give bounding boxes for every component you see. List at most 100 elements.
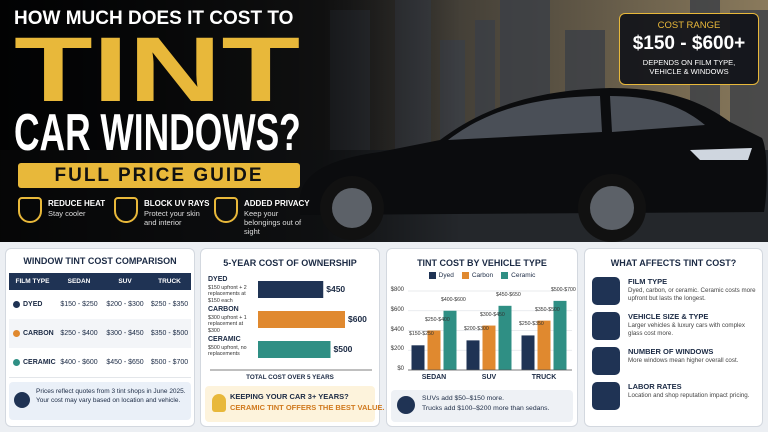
bar	[498, 305, 512, 370]
feature-title: ADDED PRIVACY	[244, 199, 310, 208]
factor-text: More windows mean higher overall cost.	[628, 357, 739, 364]
bar-value-label: $350-$500	[535, 306, 560, 313]
bar	[553, 300, 567, 370]
factor-title: FILM TYPE	[628, 277, 668, 286]
legend: Dyed Carbon Ceramic	[386, 272, 578, 279]
factor-icon	[592, 277, 620, 305]
factor-title: VEHICLE SIZE & TYPE	[628, 312, 709, 321]
bar	[258, 281, 324, 298]
banner: FULL PRICE GUIDE	[18, 163, 300, 188]
bar	[411, 345, 425, 370]
bar	[466, 340, 480, 370]
table-header-bg	[9, 273, 191, 290]
legend-swatch	[428, 272, 436, 279]
callout-line: KEEPING YOUR CAR 3+ YEARS?	[230, 392, 349, 401]
legend-item: Carbon	[461, 272, 494, 279]
factor-text: Dyed, carbon, or ceramic. Ceramic costs …	[628, 287, 756, 302]
row-dot	[13, 330, 20, 337]
feature-title: BLOCK UV RAYS	[144, 199, 210, 208]
table-cell: CERAMIC	[23, 359, 56, 366]
bar	[258, 311, 345, 328]
headline-2: CAR WINDOWS?	[14, 104, 301, 162]
table-note-box	[9, 382, 191, 420]
factor-icon	[592, 382, 620, 410]
table-header: SUV	[118, 278, 132, 285]
y-tick-label: $800	[390, 287, 404, 293]
legend-label: Dyed	[438, 272, 454, 279]
bar-value-label: $200-$300	[464, 326, 489, 333]
feature-text: Protect your skin and interior	[144, 209, 200, 227]
bar-description: $150 upfront + 2 replacements at $150 ea…	[208, 285, 247, 304]
uv-icon	[114, 197, 138, 223]
bar-value-label: $250-$400	[425, 316, 450, 323]
bar	[521, 335, 535, 370]
x-tick-label: SEDAN	[421, 374, 447, 381]
bar-value-label: $500	[333, 344, 353, 354]
bar	[537, 320, 551, 370]
bar-category: CERAMIC	[208, 336, 241, 343]
bar-value-label: $400-$600	[441, 296, 466, 303]
panel-title: WINDOW TINT COST COMPARISON	[23, 256, 177, 266]
table-cell: $400 - $600	[60, 359, 98, 366]
table-cell: $450 - $650	[106, 359, 144, 366]
bar	[443, 310, 457, 370]
legend-label: Ceramic	[511, 272, 536, 279]
y-tick-label: $600	[390, 306, 404, 313]
bar-value-label: $450-$650	[496, 291, 521, 298]
table-cell: $150 - $250	[60, 301, 98, 308]
vehicle-note-box	[391, 390, 573, 422]
bar-value-label: $150-$250	[409, 331, 434, 338]
factor-icon	[592, 312, 620, 340]
car-icon	[397, 396, 415, 414]
bar-description: $300 upfront + 1 replacement at $300	[208, 315, 247, 334]
factor-title: LABOR RATES	[628, 382, 682, 391]
cost-box: COST RANGE $150 - $600+ DEPENDS ON FILM …	[619, 13, 759, 85]
cost-label: COST RANGE	[657, 20, 721, 31]
legend-swatch	[501, 272, 509, 279]
callout-box	[205, 386, 375, 422]
table-row	[9, 348, 191, 378]
table-row	[9, 319, 191, 349]
legend-item: Ceramic	[501, 272, 535, 279]
bar-category: DYED	[208, 276, 228, 283]
table-header: SEDAN	[67, 278, 91, 285]
feature-text: Keep your belongings out of sight	[244, 209, 302, 236]
table-note: Prices reflect quotes from 3 tint shops …	[36, 388, 186, 404]
kicker: HOW MUCH DOES IT COST TO	[14, 8, 294, 29]
privacy-icon	[214, 197, 238, 223]
panel-title: 5-YEAR COST OF OWNERSHIP	[223, 258, 357, 268]
legend-label: Carbon	[471, 272, 494, 279]
headline: TINT	[14, 19, 301, 121]
row-dot	[13, 301, 20, 308]
table-row	[9, 290, 191, 320]
legend-swatch	[461, 272, 469, 279]
table-cell: DYED	[23, 301, 43, 308]
cost-range: $150 - $600+	[632, 33, 746, 54]
table-header: TRUCK	[158, 278, 181, 285]
table-cell: $300 - $450	[106, 330, 144, 337]
bar	[482, 325, 496, 370]
row-dot	[13, 359, 20, 366]
bar-description: $500 upfront, no replacements	[208, 345, 247, 358]
table-cell: CARBON	[23, 330, 54, 337]
x-tick-label: TRUCK	[531, 374, 557, 381]
heat-icon	[18, 197, 42, 223]
callout-line: CERAMIC TINT OFFERS THE BEST VALUE.	[230, 403, 385, 412]
bar	[427, 330, 441, 370]
table-cell: $350 - $500	[150, 330, 189, 337]
cost-note: DEPENDS ON FILM TYPE, VEHICLE & WINDOWS	[642, 58, 736, 76]
y-tick-label: $200	[390, 346, 404, 353]
bar-value-label: $300-$450	[480, 311, 505, 318]
panel-title: WHAT AFFECTS TINT COST?	[610, 258, 737, 268]
bar-value-label: $500-$700	[551, 286, 576, 293]
bar-value-label: $450	[326, 284, 346, 294]
table-cell: $250 - $350	[150, 301, 189, 308]
factor-icon	[592, 347, 620, 375]
x-tick-label: SUV	[481, 374, 497, 381]
factor-text: Location and shop reputation impact pric…	[628, 392, 750, 399]
table-cell: $250 - $400	[60, 330, 98, 337]
table-header: FILM TYPE	[15, 278, 50, 285]
factor-text: Larger vehicles & luxury cars with compl…	[628, 322, 745, 337]
legend-item: Dyed	[428, 272, 454, 279]
feature-title: REDUCE HEAT	[48, 199, 106, 208]
